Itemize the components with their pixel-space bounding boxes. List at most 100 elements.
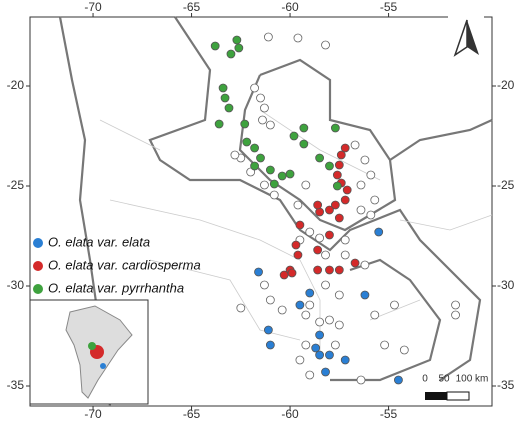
- occurrence-point: [313, 200, 323, 210]
- inset-cluster: [88, 342, 96, 350]
- occurrence-point: [242, 137, 252, 147]
- occurrence-point: [311, 343, 321, 353]
- occurrence-point: [269, 190, 279, 200]
- occurrence-point: [256, 93, 265, 103]
- occurrence-point: [220, 93, 230, 103]
- occurrence-point: [330, 200, 340, 210]
- occurrence-point: [394, 375, 403, 385]
- occurrence-point: [265, 340, 275, 350]
- occurrence-point: [289, 131, 299, 141]
- occurrence-point: [263, 325, 273, 335]
- occurrence-point: [295, 355, 305, 365]
- legend-marker: [33, 284, 43, 294]
- occurrence-point: [315, 317, 325, 327]
- scale-label: 50: [438, 374, 450, 385]
- occurrence-point: [315, 350, 325, 360]
- occurrence-point: [332, 170, 342, 180]
- province-borders: [99, 109, 493, 360]
- occurrence-point: [260, 280, 269, 290]
- north-arrow: [448, 16, 484, 60]
- occurrence-point: [293, 250, 303, 260]
- occurrence-point: [246, 167, 256, 177]
- occurrence-point: [342, 185, 352, 195]
- occurrence-point: [321, 40, 330, 50]
- occurrence-point: [332, 181, 342, 191]
- occurrence-point: [325, 161, 334, 171]
- occurrence-point: [236, 303, 246, 313]
- y-tick-label: -35: [497, 378, 514, 392]
- occurrence-point: [366, 210, 376, 220]
- occurrence-point: [334, 290, 344, 300]
- occurrence-point: [224, 103, 234, 113]
- occurrence-point: [325, 350, 334, 360]
- occurrence-point: [301, 180, 311, 190]
- occurrence-point: [250, 143, 259, 153]
- y-tick-label: -25: [7, 178, 25, 192]
- occurrence-point: [301, 310, 311, 320]
- occurrence-point: [210, 41, 220, 51]
- occurrence-point: [370, 195, 380, 205]
- x-tick-label: -70: [84, 407, 102, 421]
- occurrence-point: [334, 160, 344, 170]
- occurrence-point: [330, 340, 340, 350]
- occurrence-point: [334, 320, 344, 330]
- occurrence-point: [265, 120, 275, 130]
- x-tick-label: -55: [380, 0, 398, 14]
- legend: O. elata var. elata O. elata var. cardios…: [33, 234, 201, 295]
- y-tick-label: -30: [497, 278, 514, 292]
- occurrence-point: [277, 171, 287, 181]
- occurrence-point: [380, 340, 390, 350]
- occurrence-point: [325, 230, 334, 240]
- axes: -70 -70 -65 -65 -60 -60 -55 -55 -20 -20 -25 -25 -30 -…: [7, 0, 514, 421]
- occurrence-point: [293, 200, 303, 210]
- occurrence-point: [315, 233, 325, 243]
- occurrence-point: [315, 330, 325, 340]
- occurrence-point: [254, 267, 263, 277]
- occurrence-point: [340, 355, 350, 365]
- y-tick-label: -35: [7, 378, 25, 392]
- occurrence-point: [250, 161, 259, 171]
- points: [210, 32, 460, 385]
- occurrence-point: [370, 310, 380, 320]
- occurrence-point: [330, 123, 340, 133]
- occurrence-point: [350, 140, 360, 150]
- occurrence-point: [291, 240, 301, 250]
- occurrence-point: [260, 103, 269, 113]
- x-tick-label: -55: [380, 407, 398, 421]
- occurrence-point: [340, 235, 350, 245]
- y-tick-label: -20: [7, 78, 25, 92]
- occurrence-point: [301, 340, 311, 350]
- y-tick-label: -25: [497, 178, 514, 192]
- occurrence-point: [360, 155, 370, 165]
- occurrence-point: [265, 295, 275, 305]
- occurrence-point: [356, 375, 366, 385]
- occurrence-point: [260, 180, 269, 190]
- occurrence-point: [451, 300, 460, 310]
- occurrence-point: [390, 300, 399, 310]
- scale-label: 100 km: [456, 374, 489, 385]
- y-tick-label: -30: [7, 278, 25, 292]
- occurrence-point: [356, 180, 366, 190]
- occurrence-point: [285, 169, 295, 179]
- occurrence-point: [214, 119, 224, 129]
- occurrence-point: [277, 305, 287, 315]
- occurrence-point: [315, 153, 325, 163]
- legend-label: O. elata var. cardiosperma: [48, 257, 201, 272]
- occurrence-point: [325, 265, 334, 275]
- occurrence-point: [360, 260, 370, 270]
- scale-bar: 0 50 100 km: [422, 374, 489, 401]
- occurrence-point: [240, 119, 250, 129]
- occurrence-point: [299, 139, 309, 149]
- occurrence-point: [350, 258, 360, 268]
- occurrence-point: [263, 32, 273, 42]
- occurrence-point: [258, 115, 267, 125]
- occurrence-point: [334, 213, 344, 223]
- occurrence-point: [321, 250, 330, 260]
- x-tick-label: -60: [281, 407, 299, 421]
- occurrence-point: [256, 153, 265, 163]
- occurrence-point: [279, 270, 289, 280]
- occurrence-point: [295, 300, 305, 310]
- occurrence-point: [313, 245, 323, 255]
- occurrence-point: [293, 33, 303, 43]
